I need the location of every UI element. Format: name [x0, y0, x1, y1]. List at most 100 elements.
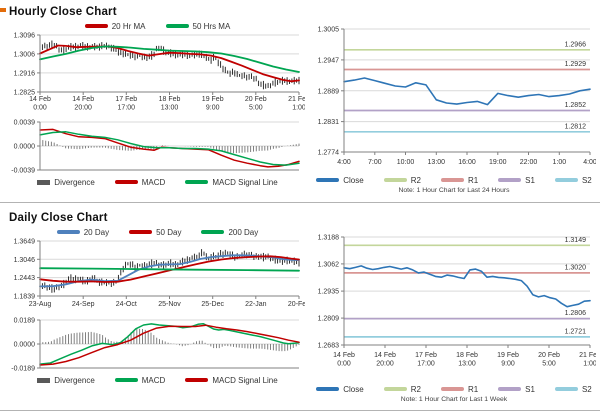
legend-swatch-icon [383, 178, 407, 182]
svg-text:25-Dec: 25-Dec [201, 301, 224, 308]
svg-text:20:00: 20:00 [376, 361, 394, 368]
svg-text:1.2889: 1.2889 [318, 88, 340, 95]
legend-item-20-hr-ma: 20 Hr MA [84, 21, 146, 31]
legend-swatch-icon [56, 230, 80, 234]
legend-swatch-icon [201, 230, 225, 234]
svg-text:1.2721: 1.2721 [565, 328, 587, 335]
svg-text:19:00: 19:00 [489, 159, 507, 166]
svg-text:1.2916: 1.2916 [14, 70, 36, 77]
hourly-pivot-chart: 1.3005 1.2947 1.2889 1.2831 1.2774 1.2966 1.29… [318, 27, 596, 167]
legend-swatch-icon [498, 387, 522, 391]
legend-item-macd: MACD [114, 375, 166, 385]
svg-text:24-Sep: 24-Sep [72, 301, 95, 308]
legend-label: MACD [141, 375, 166, 385]
svg-text:1.3096: 1.3096 [14, 33, 36, 40]
svg-text:9:00: 9:00 [501, 361, 515, 368]
svg-text:22-Jan: 22-Jan [245, 301, 267, 308]
legend-label: 50 Hrs MA [192, 21, 231, 31]
daily-close-panel: Daily Close Chart 20 Day 50 Day 200 Day 1.… [0, 203, 308, 410]
legend-label: Divergence [54, 177, 95, 187]
legend-label: MACD [141, 177, 166, 187]
legend-swatch-icon [440, 387, 464, 391]
legend-label: MACD Signal Line [212, 177, 278, 187]
svg-text:1.3649: 1.3649 [14, 239, 36, 246]
daily-section: Daily Close Chart 20 Day 50 Day 200 Day 1.… [0, 203, 600, 410]
legend-item-macd-signal-line: MACD Signal Line [185, 375, 278, 385]
legend-swatch-icon [114, 378, 138, 382]
svg-text:25-Nov: 25-Nov [158, 301, 181, 308]
svg-text:1:00: 1:00 [583, 361, 596, 368]
svg-text:16:00: 16:00 [458, 159, 476, 166]
hourly-macd-chart: 0.0039 0.0000 -0.0039 [11, 120, 300, 175]
hourly-pivot-legend: Close R2 R1 S1 S2 [308, 174, 600, 186]
svg-text:19 Feb: 19 Feb [202, 96, 224, 103]
svg-text:18 Feb: 18 Feb [456, 352, 478, 359]
svg-text:14 Feb: 14 Feb [29, 96, 51, 103]
svg-text:18 Feb: 18 Feb [159, 96, 181, 103]
bottom-divider [0, 410, 600, 411]
legend-swatch-icon [185, 180, 209, 184]
svg-text:1.3062: 1.3062 [318, 261, 340, 268]
legend-item-divergence: Divergence [37, 177, 95, 187]
legend-item-50-day: 50 Day [129, 228, 181, 237]
svg-text:9:00: 9:00 [206, 105, 220, 112]
legend-item-200-day: 200 Day [201, 228, 258, 237]
svg-text:0.0039: 0.0039 [14, 120, 36, 127]
hourly-chart-title: Hourly Close Chart [9, 6, 117, 18]
svg-text:1.2966: 1.2966 [565, 41, 587, 48]
legend-label: Close [343, 384, 364, 394]
svg-text:17:00: 17:00 [118, 105, 136, 112]
svg-text:13:00: 13:00 [161, 105, 179, 112]
legend-item-20-day: 20 Day [56, 228, 109, 237]
legend-item-macd: MACD [114, 177, 166, 187]
legend-swatch-icon [316, 178, 340, 182]
svg-text:1.2812: 1.2812 [565, 123, 587, 130]
legend-item-close: Close [316, 384, 364, 394]
svg-text:21 Feb: 21 Feb [288, 96, 305, 103]
svg-text:21 Feb: 21 Feb [579, 352, 596, 359]
legend-swatch-icon [129, 230, 153, 234]
hourly-pivot-panel: 1.3005 1.2947 1.2889 1.2831 1.2774 1.2966 1.29… [308, 0, 600, 202]
svg-text:1.3046: 1.3046 [14, 257, 36, 264]
legend-label: R1 [467, 384, 479, 394]
legend-label: 200 Day [228, 227, 259, 237]
svg-text:10:00: 10:00 [397, 159, 415, 166]
weekly-pivot-panel: 1.3188 1.3062 1.2935 1.2809 1.2683 1.3149 1.30… [308, 203, 600, 410]
svg-text:20 Feb: 20 Feb [245, 96, 267, 103]
svg-text:13:00: 13:00 [458, 361, 476, 368]
svg-text:1:00: 1:00 [552, 159, 566, 166]
svg-text:1:00: 1:00 [292, 105, 305, 112]
legend-label: 20 Hr MA [111, 21, 146, 31]
legend-swatch-icon [37, 377, 51, 383]
svg-text:5:00: 5:00 [542, 361, 556, 368]
svg-text:-0.0189: -0.0189 [11, 366, 35, 373]
hourly-section: Hourly Close Chart 20 Hr MA 50 Hrs MA 1.3… [0, 0, 600, 202]
svg-text:14 Feb: 14 Feb [333, 352, 355, 359]
svg-text:1.3188: 1.3188 [318, 235, 340, 242]
legend-item-close: Close [316, 176, 364, 185]
daily-ma-legend: 20 Day 50 Day 200 Day [7, 226, 308, 238]
legend-swatch-icon [185, 378, 209, 382]
svg-text:14 Feb: 14 Feb [374, 352, 396, 359]
legend-swatch-icon [84, 24, 108, 28]
daily-chart-title: Daily Close Chart [9, 212, 108, 224]
legend-label: S1 [525, 175, 535, 185]
svg-text:23-Aug: 23-Aug [29, 301, 52, 308]
legend-swatch-icon [554, 387, 578, 391]
svg-text:1.2852: 1.2852 [565, 102, 587, 109]
svg-text:14 Feb: 14 Feb [72, 96, 94, 103]
legend-label: MACD Signal Line [212, 375, 278, 385]
legend-label: 50 Day [156, 227, 182, 237]
svg-text:20-Feb: 20-Feb [288, 301, 305, 308]
svg-text:0.0000: 0.0000 [14, 144, 36, 151]
svg-text:20 Feb: 20 Feb [538, 352, 560, 359]
svg-text:19 Feb: 19 Feb [497, 352, 519, 359]
svg-text:-0.0039: -0.0039 [11, 168, 35, 175]
legend-swatch-icon [498, 178, 522, 182]
legend-item-50-hrs-ma: 50 Hrs MA [165, 21, 231, 31]
legend-swatch-icon [554, 178, 578, 182]
svg-text:17 Feb: 17 Feb [415, 352, 437, 359]
svg-text:0:00: 0:00 [33, 105, 47, 112]
